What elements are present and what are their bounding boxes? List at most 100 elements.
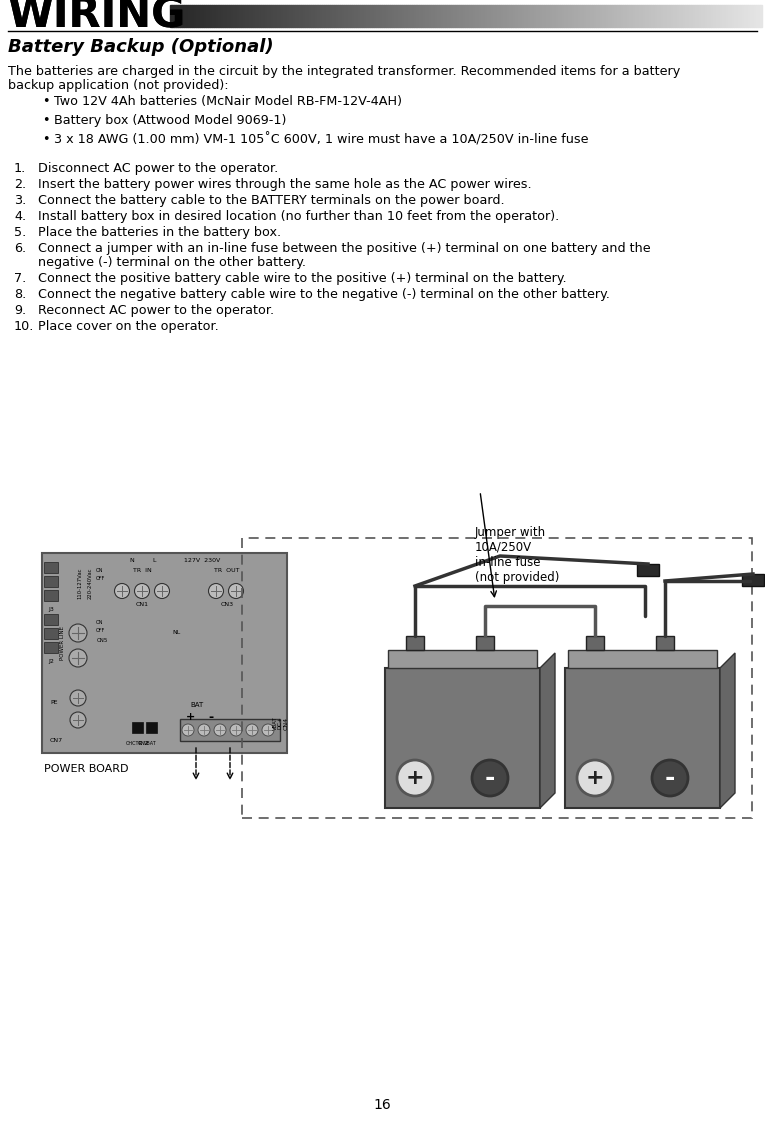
Bar [350, 4, 352, 27]
Bar [356, 4, 358, 27]
Bar [606, 4, 607, 27]
Circle shape [155, 584, 170, 599]
Bar [607, 4, 610, 27]
Bar [384, 4, 386, 27]
Bar [544, 4, 546, 27]
Bar [368, 4, 370, 27]
Bar [495, 4, 496, 27]
Bar [496, 4, 499, 27]
Bar [340, 4, 342, 27]
Bar [293, 4, 295, 27]
Bar [406, 636, 424, 650]
Bar [256, 4, 257, 27]
Bar [758, 4, 760, 27]
Bar [242, 538, 752, 818]
Bar [409, 4, 412, 27]
Bar [633, 4, 635, 27]
Bar [241, 4, 243, 27]
Bar [307, 4, 308, 27]
Bar [584, 4, 586, 27]
Bar [564, 4, 566, 27]
Text: TR  OUT: TR OUT [214, 568, 239, 574]
Bar [439, 4, 441, 27]
Bar [429, 4, 431, 27]
Bar [741, 4, 742, 27]
Bar [722, 4, 724, 27]
Bar [647, 4, 649, 27]
Bar [465, 4, 467, 27]
Text: 110-127Vac: 110-127Vac [77, 567, 83, 599]
Bar [481, 4, 483, 27]
Bar [590, 4, 591, 27]
Bar [186, 4, 188, 27]
Bar [510, 4, 513, 27]
Bar [419, 4, 422, 27]
Bar [236, 4, 237, 27]
Bar [712, 4, 715, 27]
Bar [586, 636, 604, 650]
Text: 127V  230V: 127V 230V [184, 558, 220, 564]
Bar [206, 4, 207, 27]
Bar [418, 4, 419, 27]
Bar [570, 4, 572, 27]
Bar [281, 4, 283, 27]
Circle shape [246, 724, 258, 736]
Bar [572, 4, 574, 27]
Text: N: N [129, 558, 135, 564]
Bar [530, 4, 532, 27]
Bar [673, 4, 675, 27]
Circle shape [397, 760, 433, 796]
Bar [222, 4, 223, 27]
Bar [754, 4, 756, 27]
Text: Install battery box in desired location (no further than 10 feet from the operat: Install battery box in desired location … [38, 210, 559, 223]
Bar [261, 4, 263, 27]
Bar [534, 4, 536, 27]
Bar [44, 576, 58, 587]
Text: Place cover on the operator.: Place cover on the operator. [38, 320, 219, 334]
Bar [663, 4, 665, 27]
Bar [358, 4, 360, 27]
Bar [461, 4, 463, 27]
Bar [448, 4, 449, 27]
Bar [338, 4, 340, 27]
Bar [174, 4, 176, 27]
Bar [539, 4, 540, 27]
Bar [378, 4, 380, 27]
Bar [428, 4, 429, 27]
Bar [318, 4, 321, 27]
Bar [392, 4, 394, 27]
Text: 8.: 8. [14, 287, 26, 301]
Circle shape [577, 760, 613, 796]
Bar [513, 4, 515, 27]
Bar [370, 4, 372, 27]
Bar [526, 4, 529, 27]
Bar [536, 4, 539, 27]
Bar [731, 4, 732, 27]
Bar [396, 4, 398, 27]
Polygon shape [540, 652, 555, 809]
Bar [330, 4, 332, 27]
Bar [520, 4, 522, 27]
Bar [738, 4, 741, 27]
Bar [414, 4, 415, 27]
Text: Battery Backup (Optional): Battery Backup (Optional) [8, 38, 274, 56]
Bar [251, 4, 253, 27]
Bar [342, 4, 344, 27]
Circle shape [135, 584, 149, 599]
Bar [304, 4, 307, 27]
Bar [405, 4, 408, 27]
Bar [451, 4, 453, 27]
Bar [617, 4, 620, 27]
Bar [277, 4, 279, 27]
Bar [611, 4, 614, 27]
Bar [271, 4, 273, 27]
Text: Connect the battery cable to the BATTERY terminals on the power board.: Connect the battery cable to the BATTERY… [38, 194, 505, 207]
Bar [180, 4, 182, 27]
Bar [715, 4, 717, 27]
Bar [493, 4, 495, 27]
Bar [412, 4, 414, 27]
Bar [467, 4, 469, 27]
Bar [445, 4, 448, 27]
Bar [491, 4, 493, 27]
Bar [399, 4, 402, 27]
